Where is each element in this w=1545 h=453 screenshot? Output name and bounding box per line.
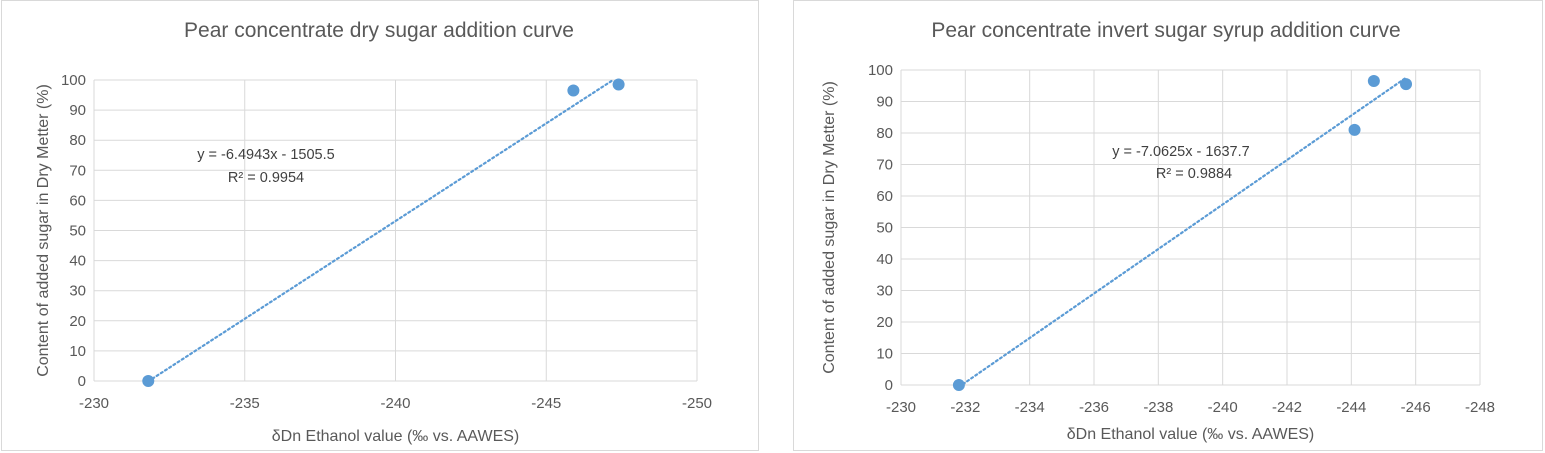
y-axis-label: Content of added sugar in Dry Metter (%) [35, 84, 52, 377]
chart-panel-invert-sugar: Pear concentrate invert sugar syrup addi… [793, 0, 1543, 451]
y-tick-label: 50 [876, 220, 893, 237]
y-tick-label: 80 [69, 132, 86, 149]
data-point [1367, 75, 1380, 88]
y-tick-label: 40 [876, 251, 893, 268]
x-tick-label: -234 [1015, 399, 1045, 416]
y-tick-label: 40 [69, 253, 86, 270]
y-tick-label: 90 [876, 94, 893, 111]
x-tick-label: -248 [1465, 399, 1495, 416]
x-tick-label: -245 [531, 395, 561, 412]
chart-title: Pear concentrate invert sugar syrup addi… [931, 19, 1400, 42]
x-tick-label: -235 [230, 395, 260, 412]
data-point [142, 375, 155, 387]
y-tick-label: 0 [78, 373, 86, 390]
x-tick-label: -232 [950, 399, 980, 416]
x-axis-label: δDn Ethanol value (‰ vs. AAWES) [1067, 426, 1315, 443]
y-tick-label: 90 [69, 102, 86, 119]
y-tick-label: 100 [61, 72, 86, 89]
y-tick-label: 70 [876, 157, 893, 174]
y-tick-label: 70 [69, 162, 86, 179]
y-tick-label: 60 [69, 192, 86, 209]
r-squared-label: R² = 0.9954 [228, 170, 304, 186]
data-point [1348, 123, 1361, 136]
x-tick-label: -230 [79, 395, 109, 412]
x-tick-label: -246 [1401, 399, 1431, 416]
x-tick-label: -242 [1272, 399, 1302, 416]
x-tick-label: -236 [1079, 399, 1109, 416]
r-squared-label: R² = 0.9884 [1156, 166, 1232, 182]
trendline-equation: y = -7.0625x - 1637.7 [1112, 144, 1249, 160]
y-tick-label: 60 [876, 188, 893, 205]
y-tick-label: 10 [876, 346, 893, 363]
data-point [567, 84, 580, 97]
y-tick-label: 0 [885, 377, 893, 394]
x-axis-label: δDn Ethanol value (‰ vs. AAWES) [272, 428, 520, 445]
data-point [1400, 78, 1413, 91]
y-tick-label: 20 [69, 313, 86, 330]
trendline [957, 76, 1408, 389]
y-tick-label: 80 [876, 125, 893, 142]
y-tick-label: 30 [69, 283, 86, 300]
y-tick-label: 20 [876, 314, 893, 331]
x-tick-label: -230 [886, 399, 916, 416]
chart-svg-invert-sugar: Pear concentrate invert sugar syrup addi… [821, 19, 1495, 443]
y-tick-label: 50 [69, 223, 86, 240]
x-tick-label: -240 [1208, 399, 1238, 416]
y-axis-label: Content of added sugar in Dry Metter (%) [821, 81, 838, 374]
chart-title: Pear concentrate dry sugar addition curv… [184, 19, 574, 42]
data-point [952, 379, 965, 391]
chart-svg-dry-sugar: Pear concentrate dry sugar addition curv… [35, 19, 712, 445]
y-tick-label: 10 [69, 343, 86, 360]
y-tick-label: 30 [876, 283, 893, 300]
chart-panel-dry-sugar: Pear concentrate dry sugar addition curv… [1, 0, 759, 451]
data-point [612, 78, 625, 91]
trendline [147, 78, 615, 383]
x-tick-label: -240 [380, 395, 410, 412]
x-tick-label: -238 [1143, 399, 1173, 416]
y-tick-label: 100 [868, 62, 893, 79]
x-tick-label: -250 [682, 395, 712, 412]
x-tick-label: -244 [1336, 399, 1366, 416]
trendline-equation: y = -6.4943x - 1505.5 [197, 147, 334, 163]
